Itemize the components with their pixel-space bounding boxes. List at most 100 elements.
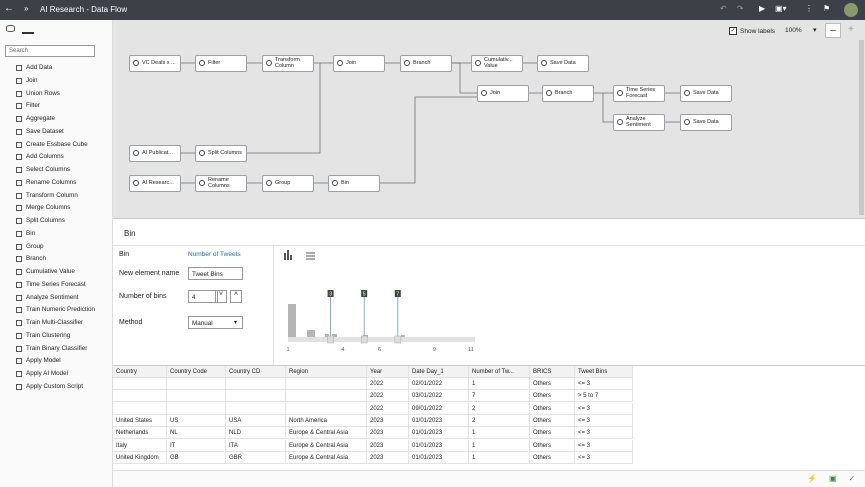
- flow-node[interactable]: Rename Columns: [195, 174, 247, 192]
- table-cell: Europe & Central Asia: [286, 451, 367, 464]
- flow-node[interactable]: Save Data: [537, 54, 589, 72]
- zoom-level[interactable]: 100%: [785, 27, 802, 34]
- config-panel: Bin 3 5 7 1 4 6 9 11 Bin Number of Tweets New ele…: [113, 218, 865, 366]
- step-icon: [16, 332, 22, 339]
- save-button[interactable]: ▣▾: [775, 4, 787, 13]
- column-header[interactable]: Tweet Bins: [575, 366, 633, 378]
- table-cell: US: [167, 414, 226, 427]
- field-value[interactable]: Number of Tweets: [188, 251, 241, 258]
- step-item[interactable]: Train Multi-Classifier: [26, 319, 84, 327]
- step-item[interactable]: Save Dataset: [26, 127, 64, 135]
- flow-node[interactable]: Analyze Sentiment: [613, 113, 665, 131]
- flow-node[interactable]: Filter: [195, 54, 247, 72]
- step-icon: [16, 103, 22, 110]
- step-item[interactable]: Merge Columns: [26, 204, 71, 212]
- column-header[interactable]: Number of Tw...: [469, 366, 530, 378]
- column-header[interactable]: Country CD: [226, 366, 286, 378]
- column-header[interactable]: Date Day_1: [409, 366, 469, 378]
- show-labels-label: Show labels: [740, 28, 776, 35]
- flow-node[interactable]: Branch: [400, 54, 452, 72]
- step-icon: [16, 218, 22, 225]
- dropdown-arrow: ▾: [234, 320, 238, 326]
- field-input[interactable]: 4: [188, 290, 218, 303]
- table-cell: [113, 378, 167, 390]
- menu-button[interactable]: ⋮: [805, 4, 813, 13]
- steps-tab[interactable]: [22, 24, 34, 34]
- zoom-in[interactable]: +: [848, 24, 854, 35]
- flow-node[interactable]: AI Publicat...: [129, 144, 181, 162]
- table-cell: 01/01/2023: [409, 451, 469, 464]
- step-item[interactable]: Group: [26, 242, 44, 250]
- step-item[interactable]: Analyze Sentiment: [26, 293, 79, 301]
- step-item[interactable]: Train Clustering: [26, 331, 71, 339]
- step-item[interactable]: Aggregate: [26, 115, 56, 123]
- step-item[interactable]: Train Numeric Prediction: [26, 306, 96, 314]
- step-item[interactable]: Apply Model: [26, 357, 61, 365]
- flow-node[interactable]: Cumulativ... Value: [471, 54, 523, 72]
- step-item[interactable]: Apply Custom Script: [26, 383, 84, 390]
- flow-node[interactable]: Save Data: [680, 84, 732, 102]
- increment[interactable]: ˄: [230, 290, 242, 303]
- flow-node[interactable]: Join: [333, 54, 385, 72]
- table-cell: [286, 402, 367, 415]
- node-icon: [199, 150, 205, 156]
- flow-node[interactable]: Group: [262, 174, 314, 192]
- column-header[interactable]: Region: [286, 366, 367, 378]
- step-item[interactable]: Train Binary Classifier: [26, 344, 88, 352]
- step-item[interactable]: Create Essbase Cube: [26, 140, 88, 148]
- step-item[interactable]: Split Columns: [26, 217, 65, 225]
- step-item[interactable]: Branch: [26, 255, 46, 263]
- data-tab[interactable]: [6, 25, 15, 32]
- status-icons[interactable]: ⚡▣✓: [807, 474, 865, 483]
- column-header[interactable]: Year: [367, 366, 409, 378]
- field-label: Bin: [119, 251, 130, 258]
- flow-node[interactable]: Time Series Forecast: [613, 84, 665, 102]
- step-icon: [16, 307, 22, 314]
- bookmark-button[interactable]: ⚑: [823, 4, 831, 13]
- step-item[interactable]: Rename Columns: [26, 178, 77, 186]
- zoom-out[interactable]: –: [825, 23, 841, 38]
- flow-node[interactable]: AI Researc...: [129, 174, 181, 192]
- flow-node[interactable]: Transform Column: [262, 54, 314, 72]
- table-cell: 2023: [367, 414, 409, 427]
- step-item[interactable]: Select Columns: [26, 166, 71, 174]
- view-toggle[interactable]: [284, 250, 292, 260]
- step-item[interactable]: Union Rows: [26, 89, 60, 97]
- column-header[interactable]: Country Code: [167, 366, 226, 378]
- run-button[interactable]: ▶: [759, 4, 766, 13]
- flow-node[interactable]: Bin: [328, 174, 380, 192]
- user-avatar[interactable]: [844, 3, 858, 17]
- step-item[interactable]: Add Columns: [26, 153, 64, 161]
- step-item[interactable]: Filter: [26, 102, 40, 110]
- nav-icon[interactable]: »: [24, 4, 29, 13]
- step-item[interactable]: Apply AI Model: [26, 370, 69, 378]
- flow-node[interactable]: Join: [477, 84, 529, 102]
- step-item[interactable]: Add Data: [26, 64, 53, 71]
- flow-node[interactable]: Branch: [542, 84, 594, 102]
- field-input[interactable]: Tweet Bins: [188, 267, 243, 280]
- column-header[interactable]: Country: [113, 366, 167, 378]
- search-box[interactable]: Search: [5, 45, 95, 57]
- flow-node[interactable]: Split Columns: [195, 144, 247, 162]
- field-input[interactable]: Manual: [188, 316, 243, 329]
- table-cell: 2023: [367, 439, 409, 452]
- column-header[interactable]: BRICS: [530, 366, 575, 378]
- back-button[interactable]: ←: [4, 3, 14, 14]
- step-icon: [16, 128, 22, 135]
- step-item[interactable]: Time Series Forecast: [26, 280, 86, 288]
- show-labels-checkbox[interactable]: ✓: [729, 27, 737, 35]
- flow-node[interactable]: VC Deals x ...: [129, 54, 181, 72]
- step-item[interactable]: Bin: [26, 229, 36, 237]
- undo-redo[interactable]: ↶↷: [720, 4, 754, 13]
- step-item[interactable]: Transform Column: [26, 191, 78, 199]
- top-bar: ← » AI Research - Data Flow ↶↷ ▶ ▣▾ ⋮ ⚑: [0, 0, 865, 20]
- zoom-dropdown[interactable]: ▾: [813, 27, 817, 34]
- list-toggle[interactable]: [306, 252, 315, 260]
- decrement[interactable]: ˅: [215, 290, 227, 303]
- node-icon: [684, 119, 690, 125]
- step-item[interactable]: Cumulative Value: [26, 268, 75, 276]
- node-label: AI Publicat...: [142, 150, 173, 156]
- flow-node[interactable]: Save Data: [680, 113, 732, 131]
- step-item[interactable]: Join: [26, 76, 38, 84]
- node-icon: [199, 60, 205, 66]
